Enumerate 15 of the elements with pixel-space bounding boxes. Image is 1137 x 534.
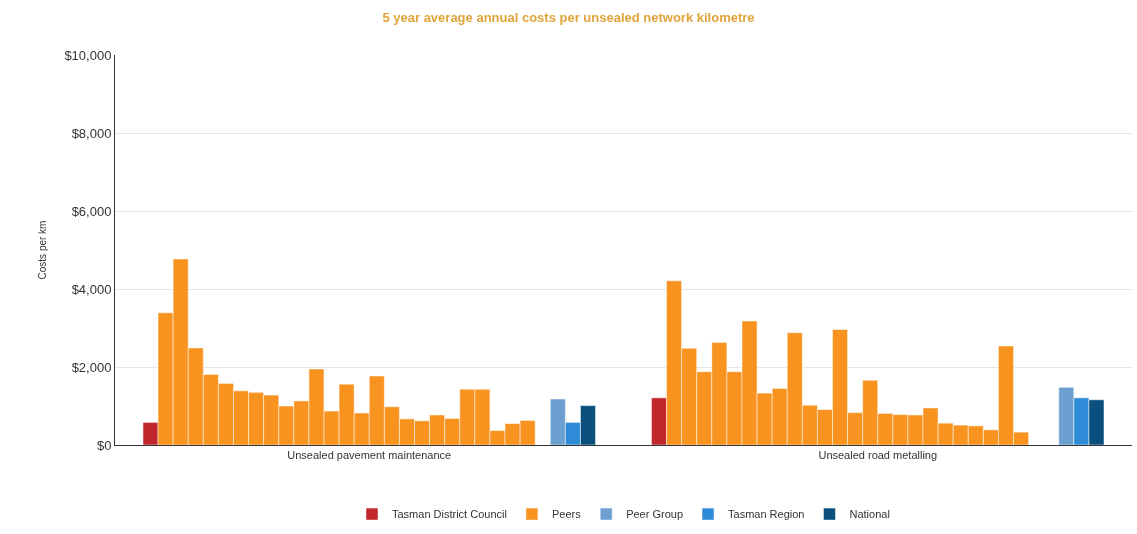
legend-label: Tasman District Council xyxy=(392,508,507,521)
y-tick-label: $4,000 xyxy=(71,281,112,297)
legend-label: Tasman Region xyxy=(728,508,805,521)
y-tick-label: $6,000 xyxy=(71,203,112,219)
y-tick-label: $10,000 xyxy=(64,47,112,63)
y-axis-title: Costs per km xyxy=(37,220,49,280)
legend-label: National xyxy=(849,508,890,521)
y-tick-label: $0 xyxy=(96,437,112,453)
chart-title: 5 year average annual costs per unsealed network kilometre xyxy=(382,10,755,26)
y-tick-label: $8,000 xyxy=(71,125,112,141)
x-tick-label: Unsealed road metalling xyxy=(818,449,938,462)
y-tick-label: $2,000 xyxy=(71,359,112,375)
legend-label: Peer Group xyxy=(626,508,684,521)
legend-label: Peers xyxy=(551,508,582,521)
x-tick-label: Unsealed pavement maintenance xyxy=(287,449,452,462)
